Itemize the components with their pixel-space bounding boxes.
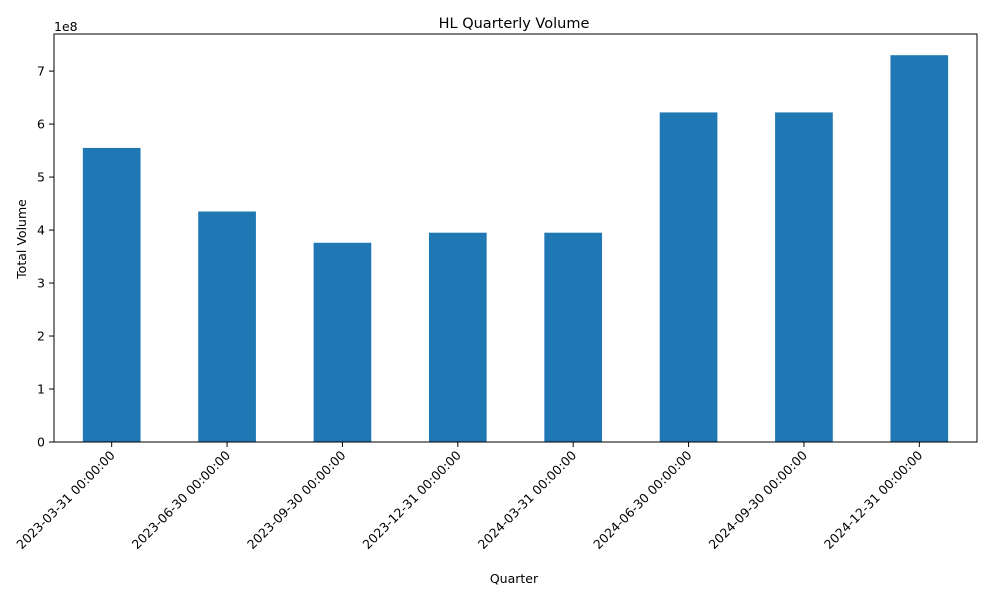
x-tick-label: 2023-09-30 00:00:00: [244, 447, 349, 552]
x-axis-label: Quarter: [490, 571, 539, 586]
bar-4: [428, 232, 487, 442]
x-tick-label: 2024-09-30 00:00:00: [706, 447, 811, 552]
bar-6: [659, 112, 718, 442]
y-tick-label: 6: [37, 117, 45, 132]
y-axis-ticks: 0 1 2 3 4 5 6 7: [37, 64, 54, 450]
y-axis-label: Total Volume: [14, 199, 29, 280]
x-tick-label: 2023-03-31 00:00:00: [13, 447, 118, 552]
y-tick-label: 7: [37, 64, 45, 79]
y-tick-label: 2: [37, 329, 45, 344]
y-tick-label: 4: [37, 223, 45, 238]
bar-7: [775, 112, 833, 442]
y-axis-offset-label: 1e8: [54, 19, 78, 34]
bar-5: [544, 232, 603, 442]
x-tick-label: 2024-12-31 00:00:00: [821, 447, 926, 552]
bars-group: [82, 55, 949, 443]
bar-2: [198, 211, 256, 442]
x-tick-label: 2023-06-30 00:00:00: [129, 447, 234, 552]
x-tick-label: 2023-12-31 00:00:00: [359, 447, 464, 552]
bar-3: [313, 242, 372, 442]
y-tick-label: 3: [37, 276, 45, 291]
plot-frame: [53, 33, 978, 443]
bar-1: [82, 147, 141, 443]
bar-8: [890, 55, 949, 443]
chart-title: HL Quarterly Volume: [439, 16, 590, 32]
x-tick-label: 2024-06-30 00:00:00: [590, 447, 695, 552]
x-axis-ticks: 2023-03-31 00:00:00 2023-06-30 00:00:00 20…: [13, 442, 925, 552]
y-tick-label: 5: [37, 170, 45, 185]
x-tick-label: 2024-03-31 00:00:00: [475, 447, 580, 552]
y-tick-label: 1: [37, 382, 45, 397]
y-tick-label: 0: [37, 435, 45, 450]
